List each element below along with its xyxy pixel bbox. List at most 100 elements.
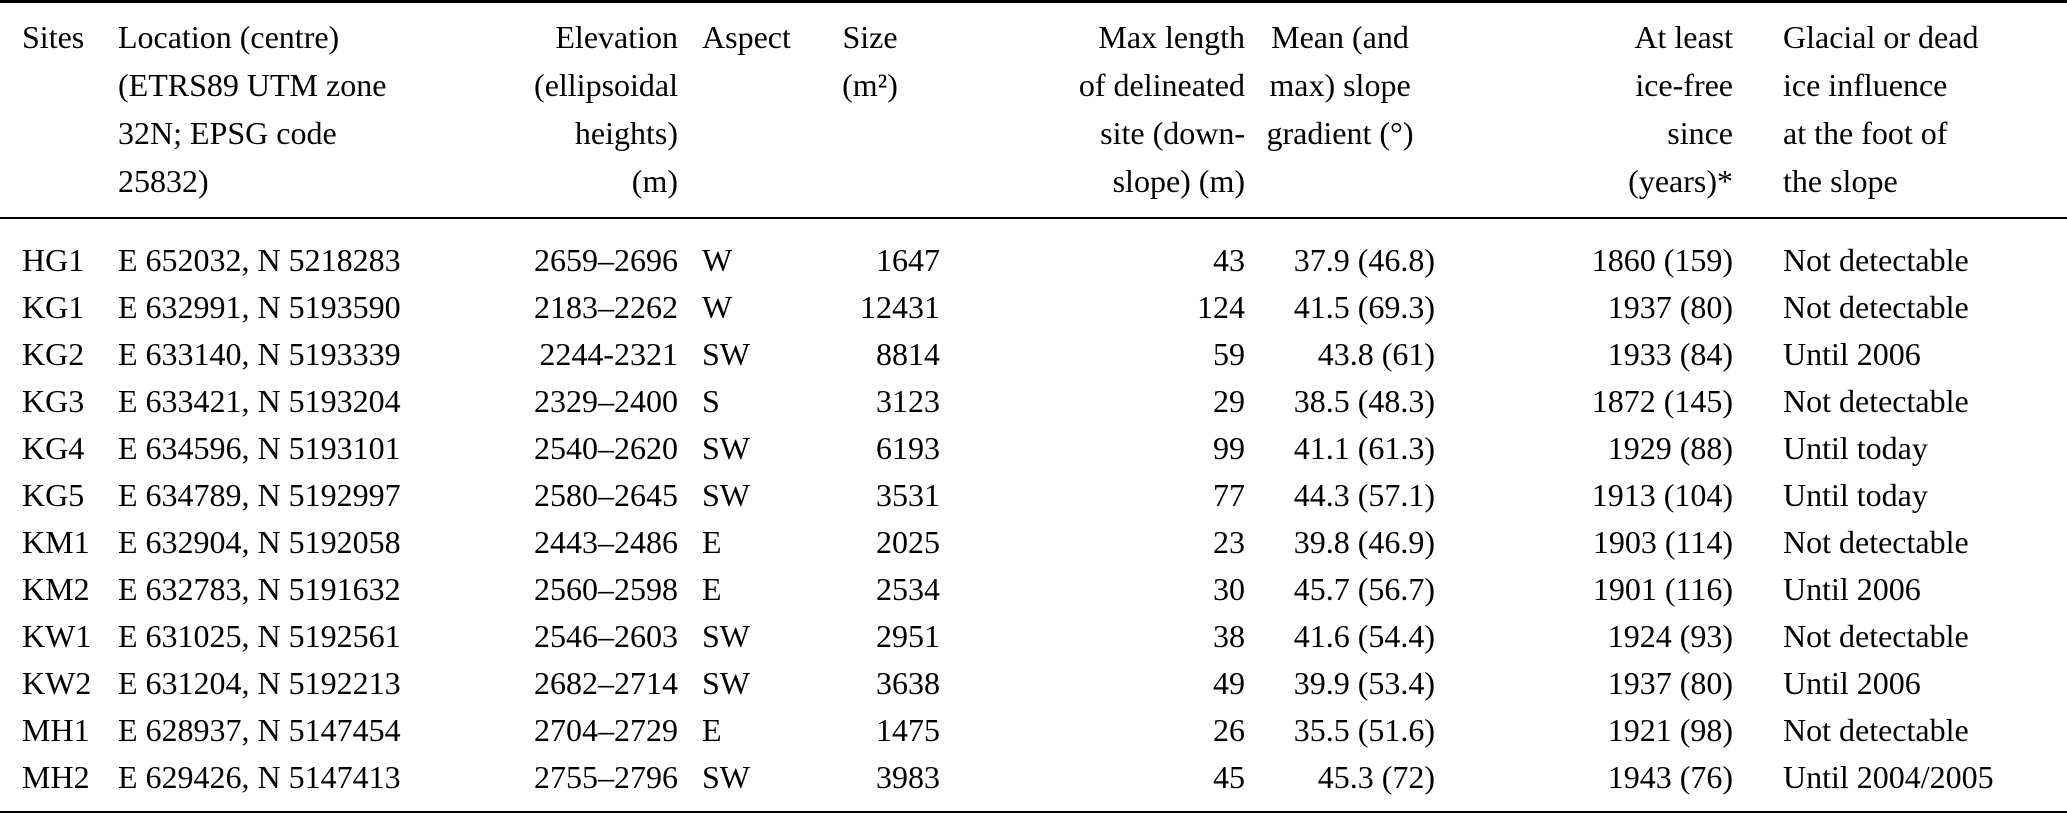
- cell-aspect: E: [702, 571, 722, 607]
- column-header-line: site (down-: [1100, 115, 1245, 151]
- cell-elevation: 2244-2321: [539, 336, 678, 372]
- cell-location: E 628937, N 5147454: [118, 712, 401, 748]
- table-body: HG1 E 652032, N 5218283 2659–2696 W 1647 43 37…: [0, 218, 2067, 813]
- table-row: KM1 E 632904, N 5192058 2443–2486 E 2025 23 39…: [0, 519, 2067, 566]
- cell-glacial: Until today: [1783, 430, 1928, 466]
- column-header-max_length: Max length of delineated site (down-slope)…: [940, 2, 1245, 219]
- cell-size: 12431: [860, 289, 940, 325]
- cell-location: E 634789, N 5192997: [118, 477, 401, 513]
- cell-size: 3123: [876, 383, 940, 419]
- table-header: Sites Location (centre) (ETRS89 UTM zone 32…: [0, 2, 2067, 219]
- column-header-line: 25832): [118, 163, 209, 199]
- cell-size: 1647: [876, 242, 940, 278]
- column-header-line: Aspect: [702, 19, 791, 55]
- cell-ice_free: 1929 (88): [1607, 430, 1733, 466]
- cell-sites: KG5: [22, 477, 85, 513]
- cell-location: E 632991, N 5193590: [118, 289, 401, 325]
- cell-sites: KG2: [22, 336, 85, 372]
- column-header-line: since: [1667, 115, 1733, 151]
- cell-size: 2534: [876, 571, 940, 607]
- cell-max_length: 49: [1213, 665, 1245, 701]
- cell-slope: 41.6 (54.4): [1293, 618, 1435, 654]
- column-header-line: heights): [574, 115, 678, 151]
- table-row: KG3 E 633421, N 5193204 2329–2400 S 3123 29 38…: [0, 378, 2067, 425]
- cell-elevation: 2704–2729: [534, 712, 678, 748]
- cell-max_length: 59: [1213, 336, 1245, 372]
- cell-size: 1475: [876, 712, 940, 748]
- cell-aspect: SW: [702, 759, 750, 795]
- cell-slope: 37.9 (46.8): [1293, 242, 1435, 278]
- column-header-line: (ETRS89 UTM zone: [118, 67, 387, 103]
- cell-slope: 39.9 (53.4): [1293, 665, 1435, 701]
- cell-sites: MH1: [22, 712, 90, 748]
- column-header-elevation: Elevation (ellipsoidal heights) (m): [398, 2, 678, 219]
- cell-elevation: 2659–2696: [534, 242, 678, 278]
- cell-elevation: 2682–2714: [534, 665, 678, 701]
- column-header-line: at the foot of: [1783, 115, 1948, 151]
- column-header-line: Glacial or dead: [1783, 19, 1979, 55]
- column-header-line: (m²): [842, 67, 898, 103]
- column-header-line: max) slope: [1269, 67, 1411, 103]
- cell-slope: 38.5 (48.3): [1293, 383, 1435, 419]
- cell-slope: 45.3 (72): [1317, 759, 1435, 795]
- cell-size: 3983: [876, 759, 940, 795]
- column-header-line: Max length: [1098, 19, 1245, 55]
- cell-size: 3638: [876, 665, 940, 701]
- table-row: KG4 E 634596, N 5193101 2540–2620 SW 6193 99 4…: [0, 425, 2067, 472]
- column-header-line: gradient (°): [1266, 115, 1414, 151]
- cell-slope: 35.5 (51.6): [1293, 712, 1435, 748]
- cell-glacial: Not detectable: [1783, 383, 1969, 419]
- cell-location: E 652032, N 5218283: [118, 242, 401, 278]
- cell-glacial: Not detectable: [1783, 289, 1969, 325]
- cell-max_length: 26: [1213, 712, 1245, 748]
- cell-slope: 41.5 (69.3): [1293, 289, 1435, 325]
- cell-size: 3531: [876, 477, 940, 513]
- cell-aspect: E: [702, 712, 722, 748]
- cell-sites: KW2: [22, 665, 92, 701]
- cell-ice_free: 1933 (84): [1607, 336, 1733, 372]
- column-header-size: Size (m²): [800, 2, 940, 219]
- cell-sites: KM2: [22, 571, 90, 607]
- column-header-line: (m): [631, 163, 678, 199]
- cell-location: E 631025, N 5192561: [118, 618, 401, 654]
- cell-location: E 629426, N 5147413: [118, 759, 401, 795]
- cell-aspect: SW: [702, 430, 750, 466]
- cell-glacial: Not detectable: [1783, 618, 1969, 654]
- cell-ice_free: 1921 (98): [1607, 712, 1733, 748]
- column-header-line: Sites: [22, 19, 85, 55]
- cell-elevation: 2183–2262: [534, 289, 678, 325]
- cell-max_length: 99: [1213, 430, 1245, 466]
- cell-slope: 39.8 (46.9): [1293, 524, 1435, 560]
- cell-location: E 633421, N 5193204: [118, 383, 401, 419]
- cell-aspect: SW: [702, 477, 750, 513]
- table-row: KG5 E 634789, N 5192997 2580–2645 SW 3531 77 4…: [0, 472, 2067, 519]
- cell-elevation: 2443–2486: [534, 524, 678, 560]
- column-header-line: Mean (and: [1271, 19, 1409, 55]
- column-header-line: the slope: [1783, 163, 1898, 199]
- cell-location: E 633140, N 5193339: [118, 336, 401, 372]
- cell-max_length: 38: [1213, 618, 1245, 654]
- cell-glacial: Until today: [1783, 477, 1928, 513]
- column-header-line: Size: [842, 19, 898, 55]
- cell-max_length: 29: [1213, 383, 1245, 419]
- cell-location: E 632783, N 5191632: [118, 571, 401, 607]
- cell-sites: KG1: [22, 289, 85, 325]
- cell-size: 6193: [876, 430, 940, 466]
- cell-ice_free: 1924 (93): [1607, 618, 1733, 654]
- table-row: MH1 E 628937, N 5147454 2704–2729 E 1475 26 35…: [0, 707, 2067, 754]
- cell-elevation: 2560–2598: [534, 571, 678, 607]
- cell-ice_free: 1872 (145): [1591, 383, 1733, 419]
- cell-slope: 44.3 (57.1): [1293, 477, 1435, 513]
- column-header-line: slope) (m): [1112, 163, 1245, 199]
- cell-aspect: W: [702, 289, 733, 325]
- cell-max_length: 43: [1213, 242, 1245, 278]
- column-header-line: 32N; EPSG code: [118, 115, 337, 151]
- column-header-line: Location (centre): [118, 19, 340, 55]
- cell-aspect: W: [702, 242, 733, 278]
- cell-ice_free: 1937 (80): [1607, 289, 1733, 325]
- column-header-aspect: Aspect: [678, 2, 800, 219]
- cell-glacial: Not detectable: [1783, 242, 1969, 278]
- table-row: HG1 E 652032, N 5218283 2659–2696 W 1647 43 37…: [0, 218, 2067, 284]
- cell-size: 2025: [876, 524, 940, 560]
- cell-sites: KG3: [22, 383, 85, 419]
